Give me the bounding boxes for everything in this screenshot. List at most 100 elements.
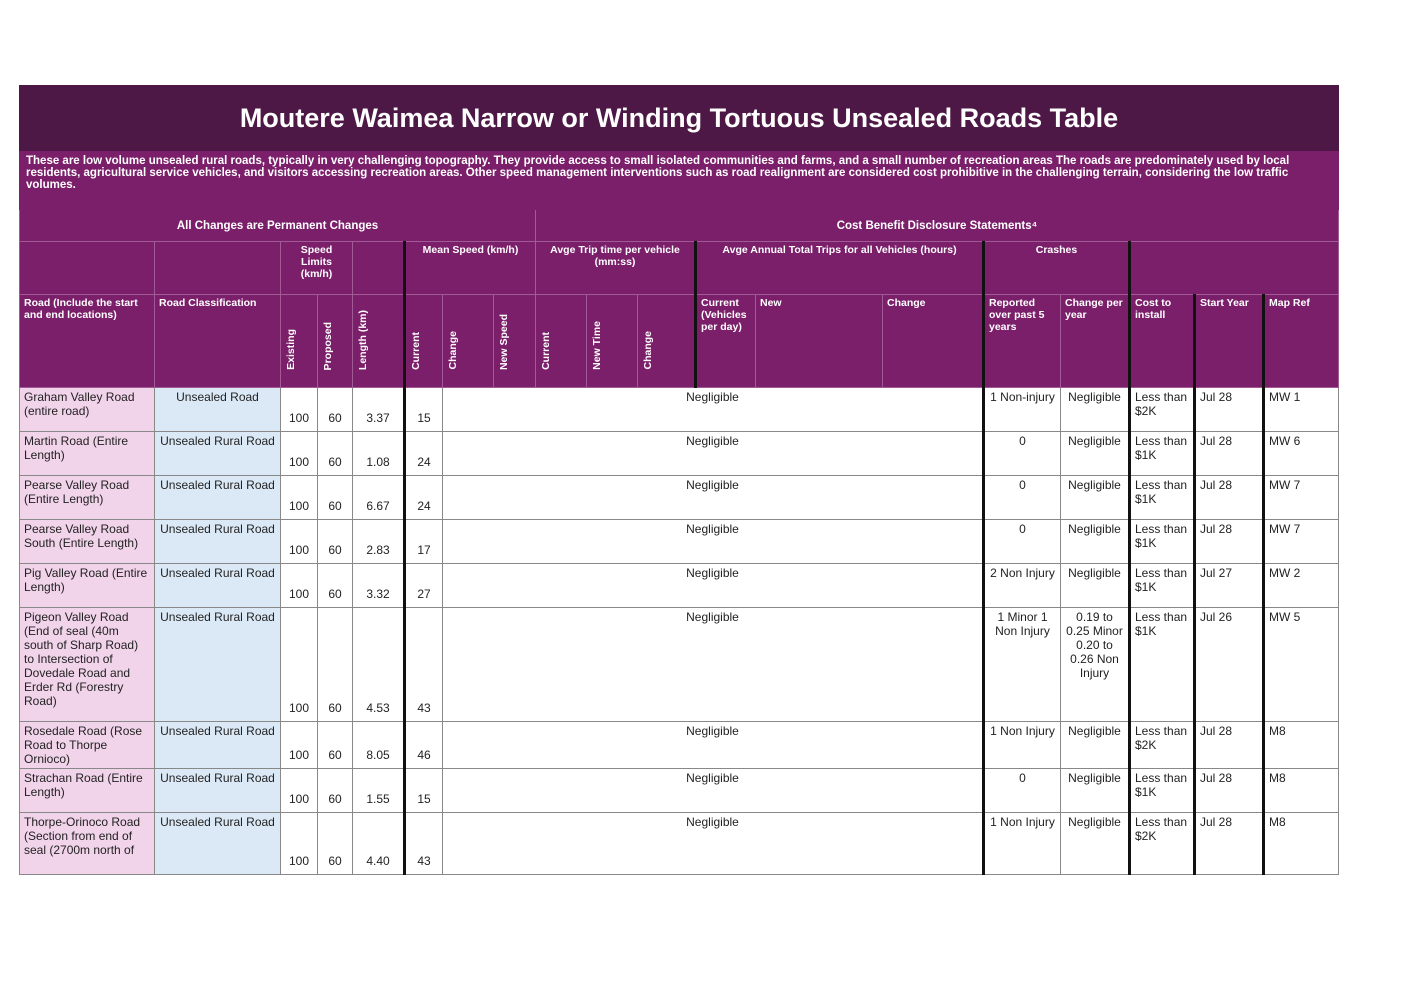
road-class: Unsealed Rural Road [154,607,281,722]
mean-speed: 15 [403,768,443,813]
column-header: Road (Include the start and end location… [19,294,155,388]
map-ref: MW 2 [1262,563,1339,608]
road-class: Unsealed Rural Road [154,475,281,520]
column-header: Current (Vehicles per day) [694,294,756,388]
column-header-text: Length (km) [357,309,369,370]
table-row: Rosedale Road (Rose Road to Thorpe Ornio… [19,721,1339,769]
length: 6.67 [352,475,405,520]
column-header-text: New Time [591,321,603,370]
mean-speed: 17 [403,519,443,564]
traffic-change: Negligible [442,475,984,520]
road-class: Unsealed Rural Road [154,563,281,608]
map-ref: MW 6 [1262,431,1339,476]
speed-proposed: 60 [317,431,353,476]
road: Pig Valley Road (Entire Length) [19,563,155,608]
crash-change: Negligible [1060,519,1130,564]
table-row: Pig Valley Road (Entire Length) Unsealed … [19,563,1339,608]
road: Pigeon Valley Road (End of seal (40m sou… [19,607,155,722]
crashes: 1 Non-injury [982,387,1061,432]
crash-change: Negligible [1060,812,1130,875]
road-class: Unsealed Rural Road [154,431,281,476]
crashes: 1 Non Injury [982,721,1061,769]
cost: Less than $2K [1128,812,1195,875]
roads-table: Moutere Waimea Narrow or Winding Tortuou… [19,85,1339,875]
cost: Less than $1K [1128,607,1195,722]
column-header: Cost to install [1128,294,1195,388]
column-header: Change [637,294,696,388]
crashes: 1 Non Injury [982,812,1061,875]
cost: Less than $1K [1128,519,1195,564]
cost: Less than $1K [1128,563,1195,608]
speed-proposed: 60 [317,607,353,722]
crash-change: Negligible [1060,563,1130,608]
road: Thorpe-Orinoco Road (Section from end of… [19,812,155,875]
column-header-text: Current [410,332,422,370]
start-year: Jul 28 [1193,475,1264,520]
crash-change: Negligible [1060,721,1130,769]
speed-proposed: 60 [317,812,353,875]
map-ref: MW 5 [1262,607,1339,722]
title: Moutere Waimea Narrow or Winding Tortuou… [19,85,1339,151]
crashes: 0 [982,519,1061,564]
traffic-change: Negligible [442,768,984,813]
crash-change: Negligible [1060,431,1130,476]
speed-existing: 100 [280,387,318,432]
crash-change: 0.19 to 0.25 Minor 0.20 to 0.26 Non Inju… [1060,607,1130,722]
column-header: Start Year [1193,294,1264,388]
start-year: Jul 28 [1193,387,1264,432]
crash-change: Negligible [1060,475,1130,520]
header-blank [154,241,281,295]
group-header: All Changes are Permanent Changes [19,209,536,242]
column-header: Map Ref [1262,294,1339,388]
start-year: Jul 28 [1193,721,1264,769]
column-header: New Speed [493,294,536,388]
start-year: Jul 27 [1193,563,1264,608]
column-header-text: Existing [285,329,297,370]
header-blank [19,241,155,295]
mean-speed: 43 [403,812,443,875]
mean-speed: 46 [403,721,443,769]
speed-proposed: 60 [317,475,353,520]
mean-speed: 24 [403,475,443,520]
column-header: Current [403,294,443,388]
crashes: 1 Minor 1 Non Injury [982,607,1061,722]
length: 4.53 [352,607,405,722]
table-row: Pearse Valley Road South (Entire Length)… [19,519,1339,564]
start-year: Jul 26 [1193,607,1264,722]
header-blank [352,241,405,295]
road-class: Unsealed Rural Road [154,768,281,813]
traffic-change: Negligible [442,721,984,769]
column-header: Reported over past 5 years [982,294,1061,388]
column-header: Change [882,294,984,388]
map-ref: M8 [1262,768,1339,813]
speed-proposed: 60 [317,721,353,769]
super-header: Speed Limits (km/h) [280,241,353,295]
speed-existing: 100 [280,563,318,608]
description: These are low volume unsealed rural road… [19,150,1339,210]
mean-speed: 27 [403,563,443,608]
crash-change: Negligible [1060,387,1130,432]
speed-existing: 100 [280,768,318,813]
crashes: 2 Non Injury [982,563,1061,608]
super-header: Crashes [982,241,1130,295]
speed-existing: 100 [280,431,318,476]
table-row: Pearse Valley Road (Entire Length) Unseal… [19,475,1339,520]
column-header: Proposed [317,294,353,388]
column-header-text: Change [642,331,654,370]
length: 1.55 [352,768,405,813]
cost: Less than $1K [1128,768,1195,813]
start-year: Jul 28 [1193,768,1264,813]
length: 2.83 [352,519,405,564]
length: 8.05 [352,721,405,769]
crashes: 0 [982,475,1061,520]
column-header-row: Road (Include the start and end location… [19,294,1339,388]
road: Pearse Valley Road South (Entire Length) [19,519,155,564]
speed-existing: 100 [280,721,318,769]
super-header: Avge Trip time per vehicle (mm:ss) [535,241,696,295]
length: 3.32 [352,563,405,608]
column-header-text: New Speed [498,313,510,370]
column-header: New [755,294,883,388]
road: Rosedale Road (Rose Road to Thorpe Ornio… [19,721,155,769]
road: Strachan Road (Entire Length) [19,768,155,813]
